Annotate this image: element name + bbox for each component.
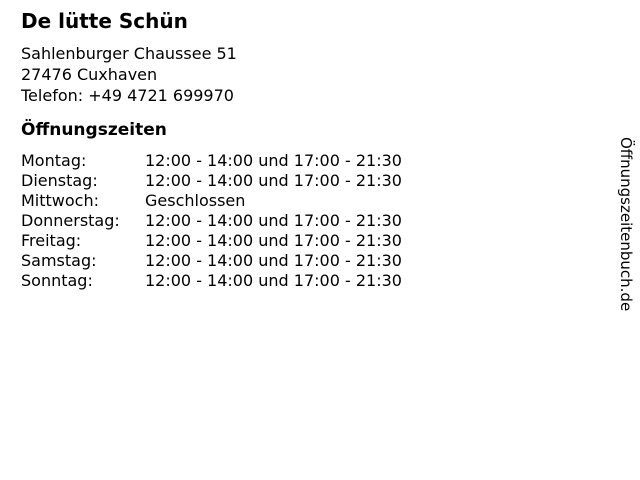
table-row: Donnerstag: 12:00 - 14:00 und 17:00 - 21… bbox=[21, 211, 402, 231]
day-label: Montag: bbox=[21, 151, 87, 170]
table-row: Samstag: 12:00 - 14:00 und 17:00 - 21:30 bbox=[21, 251, 402, 271]
opening-hours-table: Montag: 12:00 - 14:00 und 17:00 - 21:30 … bbox=[21, 151, 402, 291]
opening-hours-heading: Öffnungszeiten bbox=[21, 120, 167, 140]
day-label: Samstag: bbox=[21, 251, 97, 270]
day-label: Freitag: bbox=[21, 231, 82, 250]
time-value: 12:00 - 14:00 und 17:00 - 21:30 bbox=[145, 251, 402, 270]
time-value: 12:00 - 14:00 und 17:00 - 21:30 bbox=[145, 231, 402, 250]
page-title: De lütte Schün bbox=[21, 9, 188, 33]
day-label: Donnerstag: bbox=[21, 211, 120, 230]
watermark-site-label: Öffnungszeitenbuch.de bbox=[617, 137, 635, 312]
day-label: Dienstag: bbox=[21, 171, 98, 190]
day-label: Sonntag: bbox=[21, 271, 93, 290]
table-row: Sonntag: 12:00 - 14:00 und 17:00 - 21:30 bbox=[21, 271, 402, 291]
day-label: Mittwoch: bbox=[21, 191, 99, 210]
table-row: Montag: 12:00 - 14:00 und 17:00 - 21:30 bbox=[21, 151, 402, 171]
time-value: 12:00 - 14:00 und 17:00 - 21:30 bbox=[145, 171, 402, 190]
table-row: Freitag: 12:00 - 14:00 und 17:00 - 21:30 bbox=[21, 231, 402, 251]
address-block: Sahlenburger Chaussee 51 27476 Cuxhaven … bbox=[21, 43, 237, 106]
table-row: Dienstag: 12:00 - 14:00 und 17:00 - 21:3… bbox=[21, 171, 402, 191]
time-value: 12:00 - 14:00 und 17:00 - 21:30 bbox=[145, 211, 402, 230]
time-value: 12:00 - 14:00 und 17:00 - 21:30 bbox=[145, 271, 402, 290]
phone-line: Telefon: +49 4721 699970 bbox=[21, 86, 234, 105]
time-value: Geschlossen bbox=[145, 191, 246, 210]
address-city: 27476 Cuxhaven bbox=[21, 65, 158, 84]
table-row: Mittwoch: Geschlossen bbox=[21, 191, 402, 211]
address-street: Sahlenburger Chaussee 51 bbox=[21, 44, 237, 63]
time-value: 12:00 - 14:00 und 17:00 - 21:30 bbox=[145, 151, 402, 170]
